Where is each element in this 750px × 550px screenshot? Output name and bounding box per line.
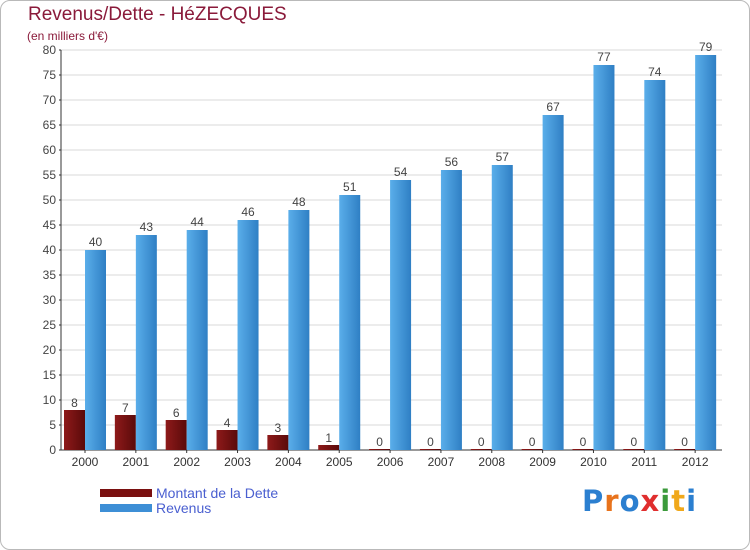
logo-letter: P bbox=[582, 484, 605, 518]
label-dette-2007: 0 bbox=[427, 435, 434, 449]
y-tick-label-70: 70 bbox=[43, 93, 57, 107]
logo-letter: t bbox=[671, 484, 687, 518]
y-tick-label-80: 80 bbox=[43, 43, 57, 57]
label-revenus-2000: 40 bbox=[89, 235, 103, 249]
label-dette-2009: 0 bbox=[529, 435, 536, 449]
bar-dette-2011 bbox=[623, 449, 645, 450]
bar-dette-2006 bbox=[369, 449, 391, 450]
y-tick-label-0: 0 bbox=[49, 443, 56, 457]
x-tick-label-2000: 2000 bbox=[72, 455, 99, 469]
label-dette-2012: 0 bbox=[681, 435, 688, 449]
x-tick-label-2003: 2003 bbox=[224, 455, 251, 469]
label-revenus-2009: 67 bbox=[546, 100, 560, 114]
bar-revenus-2005 bbox=[339, 195, 361, 450]
label-dette-2006: 0 bbox=[376, 435, 383, 449]
bar-revenus-2002 bbox=[186, 230, 208, 450]
bar-dette-2007 bbox=[419, 449, 441, 450]
y-tick-label-65: 65 bbox=[43, 118, 57, 132]
label-dette-2011: 0 bbox=[630, 435, 637, 449]
label-dette-2010: 0 bbox=[580, 435, 587, 449]
y-tick-label-55: 55 bbox=[43, 168, 57, 182]
y-tick-label-15: 15 bbox=[43, 368, 57, 382]
label-dette-2003: 4 bbox=[224, 416, 231, 430]
legend-label-dette: Montant de la Dette bbox=[156, 485, 279, 501]
chart-subtitle: (en milliers d'€) bbox=[27, 29, 108, 43]
bar-revenus-2010 bbox=[593, 65, 615, 450]
y-tick-label-35: 35 bbox=[43, 268, 57, 282]
bar-revenus-2011 bbox=[644, 80, 666, 450]
bar-dette-2009 bbox=[521, 449, 543, 450]
x-tick-label-2001: 2001 bbox=[122, 455, 149, 469]
y-tick-label-45: 45 bbox=[43, 218, 57, 232]
label-revenus-2008: 57 bbox=[496, 150, 510, 164]
x-tick-label-2004: 2004 bbox=[275, 455, 302, 469]
x-tick-label-2007: 2007 bbox=[428, 455, 455, 469]
y-tick-label-5: 5 bbox=[49, 418, 56, 432]
bar-dette-2002 bbox=[165, 420, 187, 450]
x-tick-label-2010: 2010 bbox=[580, 455, 607, 469]
label-dette-2008: 0 bbox=[478, 435, 485, 449]
label-revenus-2010: 77 bbox=[597, 50, 611, 64]
y-tick-label-25: 25 bbox=[43, 318, 57, 332]
bar-revenus-2000 bbox=[85, 250, 106, 450]
label-dette-2000: 8 bbox=[71, 396, 78, 410]
bar-revenus-2007 bbox=[440, 170, 462, 450]
x-tick-label-2012: 2012 bbox=[682, 455, 709, 469]
bar-revenus-2003 bbox=[237, 220, 259, 450]
label-revenus-2007: 56 bbox=[445, 155, 459, 169]
bar-dette-2000 bbox=[64, 410, 85, 450]
bar-revenus-2004 bbox=[288, 210, 310, 450]
x-tick-label-2002: 2002 bbox=[173, 455, 200, 469]
logo-letter: o bbox=[619, 484, 641, 518]
logo-letter: x bbox=[640, 484, 661, 518]
x-tick-label-2008: 2008 bbox=[478, 455, 505, 469]
y-tick-label-40: 40 bbox=[43, 243, 57, 257]
legend-swatch-revenus bbox=[100, 504, 152, 512]
bar-revenus-2001 bbox=[135, 235, 157, 450]
bar-dette-2010 bbox=[572, 449, 594, 450]
label-revenus-2006: 54 bbox=[394, 165, 408, 179]
bar-dette-2003 bbox=[216, 430, 238, 450]
x-tick-label-2005: 2005 bbox=[326, 455, 353, 469]
chart-title: Revenus/Dette - HéZECQUES bbox=[28, 4, 287, 25]
label-revenus-2003: 46 bbox=[241, 205, 255, 219]
label-revenus-2005: 51 bbox=[343, 180, 357, 194]
label-revenus-2002: 44 bbox=[191, 215, 205, 229]
proxiti-logo: Proxiti bbox=[582, 484, 697, 518]
label-dette-2005: 1 bbox=[325, 431, 332, 445]
bar-revenus-2009 bbox=[542, 115, 564, 450]
label-revenus-2001: 43 bbox=[140, 220, 154, 234]
y-tick-label-20: 20 bbox=[43, 343, 57, 357]
logo-letter: i bbox=[660, 484, 672, 518]
bar-dette-2001 bbox=[114, 415, 136, 450]
label-dette-2004: 3 bbox=[275, 421, 282, 435]
bar-revenus-2006 bbox=[390, 180, 412, 450]
label-revenus-2004: 48 bbox=[292, 195, 306, 209]
x-tick-label-2009: 2009 bbox=[529, 455, 556, 469]
bar-dette-2005 bbox=[318, 445, 340, 450]
legend-label-revenus: Revenus bbox=[156, 500, 212, 516]
y-tick-label-30: 30 bbox=[43, 293, 57, 307]
logo-letter: i bbox=[686, 484, 698, 518]
logo-letter: r bbox=[604, 484, 620, 518]
bar-revenus-2012 bbox=[695, 55, 717, 450]
y-tick-label-60: 60 bbox=[43, 143, 57, 157]
y-tick-label-50: 50 bbox=[43, 193, 57, 207]
bar-revenus-2008 bbox=[491, 165, 513, 450]
y-tick-label-10: 10 bbox=[43, 393, 57, 407]
x-tick-label-2006: 2006 bbox=[377, 455, 404, 469]
bar-dette-2008 bbox=[470, 449, 492, 450]
label-dette-2002: 6 bbox=[173, 406, 180, 420]
x-tick-label-2011: 2011 bbox=[631, 455, 657, 469]
label-revenus-2011: 74 bbox=[648, 65, 662, 79]
label-revenus-2012: 79 bbox=[699, 40, 713, 54]
y-tick-label-75: 75 bbox=[43, 68, 57, 82]
bar-dette-2004 bbox=[267, 435, 289, 450]
bar-dette-2012 bbox=[674, 449, 696, 450]
legend-swatch-dette bbox=[100, 489, 152, 497]
label-dette-2001: 7 bbox=[122, 401, 129, 415]
